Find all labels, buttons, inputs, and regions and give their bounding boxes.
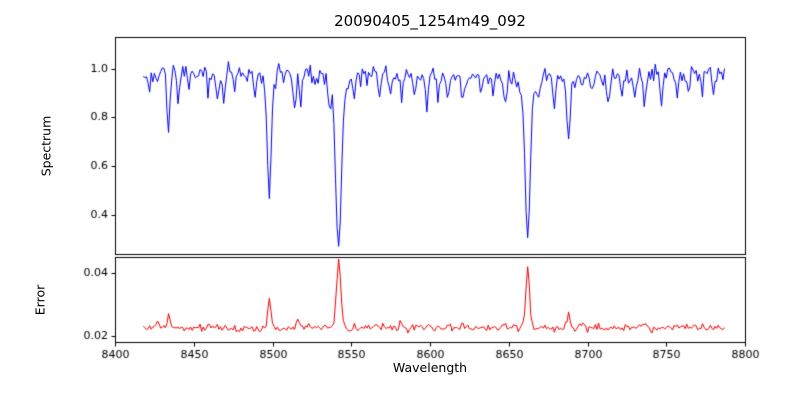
chart-title: 20090405_1254m49_092 [334,12,526,30]
x-axis-label: Wavelength [392,360,468,375]
spectrum-y-axis-label: Spectrum [38,115,54,177]
error-y-axis-label: Error [32,284,48,316]
